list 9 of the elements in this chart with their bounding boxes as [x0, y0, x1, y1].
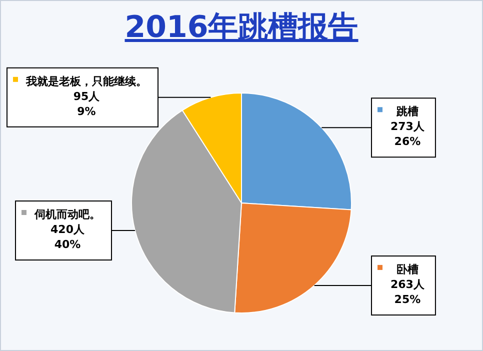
- legend-label: 跳槽: [395, 104, 418, 118]
- data-label: 263人 25%: [390, 278, 426, 306]
- legend-label: 卧槽: [396, 262, 418, 276]
- data-label: 273人 26%: [390, 120, 426, 148]
- chart-title: 2016年跳槽报告: [124, 9, 360, 47]
- legend-label: 伺机而动吧。: [34, 208, 100, 221]
- legend-label: 我就是老板，只能继续。: [25, 74, 147, 88]
- data-label: 95人 9%: [73, 90, 101, 118]
- data-label: 420人 40%: [50, 222, 86, 251]
